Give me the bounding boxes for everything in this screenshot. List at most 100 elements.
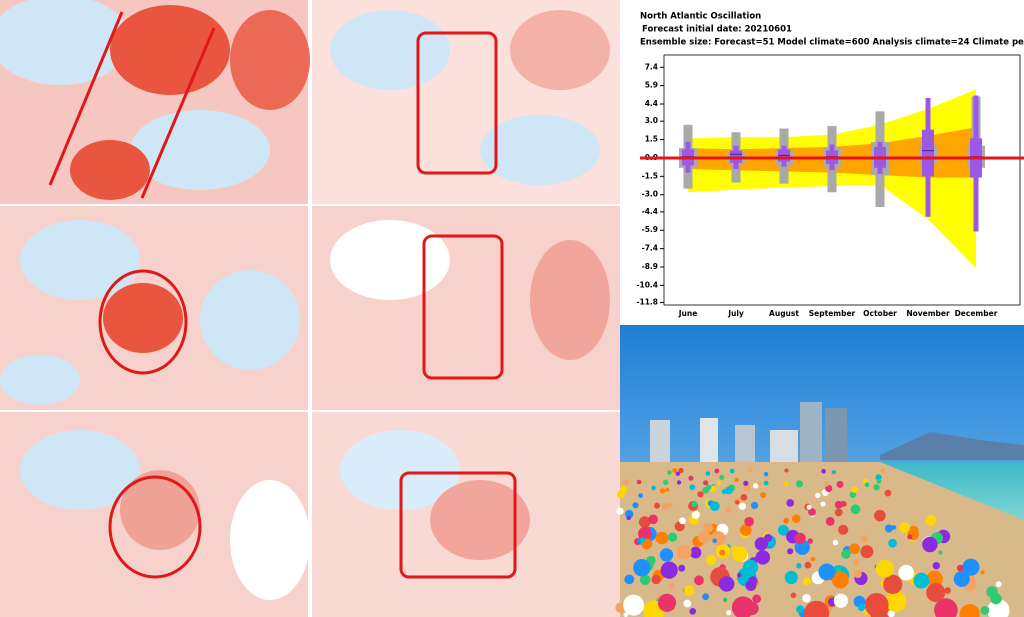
map <box>0 0 310 204</box>
umbrella <box>852 559 860 566</box>
umbrella <box>714 468 720 474</box>
y-tick-label: -11.8 <box>636 298 658 307</box>
umbrella <box>913 572 930 589</box>
chart-subtitle: Forecast initial date: 20210601 <box>642 25 792 35</box>
x-tick-label: September <box>809 309 856 318</box>
umbrella <box>833 593 849 608</box>
umbrella <box>620 485 628 493</box>
umbrella <box>678 467 684 474</box>
umbrella <box>710 485 717 492</box>
umbrella <box>783 517 790 524</box>
umbrella <box>753 483 759 489</box>
umbrella <box>841 549 851 559</box>
x-tick-label: October <box>863 309 897 318</box>
umbrella <box>922 536 938 553</box>
umbrella <box>712 538 717 543</box>
umbrella <box>697 491 704 498</box>
umbrella <box>834 508 843 517</box>
umbrella <box>880 468 886 473</box>
umbrella <box>791 514 801 523</box>
umbrella <box>725 486 733 495</box>
umbrella <box>703 522 713 533</box>
umbrella <box>932 562 940 570</box>
umbrella <box>884 524 893 533</box>
umbrella <box>705 471 711 476</box>
umbrella <box>755 550 770 565</box>
y-tick-label: -7.4 <box>642 244 658 253</box>
umbrella <box>657 593 677 612</box>
x-tick-label: November <box>906 309 950 318</box>
umbrella <box>874 509 886 522</box>
umbrella <box>663 479 669 485</box>
umbrella <box>683 599 692 608</box>
umbrella <box>689 484 696 491</box>
y-tick-label: 5.9 <box>645 81 658 90</box>
map <box>0 206 308 410</box>
map <box>312 412 620 617</box>
umbrella <box>884 489 892 497</box>
umbrella <box>702 593 709 601</box>
umbrella <box>659 488 666 494</box>
umbrella <box>691 510 700 519</box>
umbrella <box>980 606 990 615</box>
y-tick-label: 4.4 <box>645 99 658 108</box>
umbrella <box>986 586 998 598</box>
umbrella <box>808 508 816 516</box>
umbrella <box>956 564 964 572</box>
umbrella <box>639 574 651 586</box>
umbrella <box>648 514 658 525</box>
umbrella <box>810 556 816 562</box>
umbrella <box>860 535 868 543</box>
umbrella <box>625 509 634 519</box>
umbrella <box>898 564 914 581</box>
umbrella <box>995 581 1002 588</box>
umbrella <box>638 516 651 528</box>
umbrella <box>907 534 913 540</box>
umbrella <box>624 574 635 585</box>
umbrella <box>750 501 759 509</box>
forecast-box <box>922 129 934 177</box>
umbrella <box>836 480 844 488</box>
umbrella <box>719 475 725 480</box>
umbrella <box>790 592 797 599</box>
y-tick-label: -1.5 <box>642 171 658 180</box>
umbrella <box>849 491 857 499</box>
y-tick-label: -8.9 <box>642 262 658 271</box>
umbrella <box>796 605 804 614</box>
umbrella <box>748 467 753 473</box>
umbrella <box>938 550 943 555</box>
umbrella <box>806 504 812 510</box>
umbrella <box>740 494 748 501</box>
umbrella <box>689 608 696 615</box>
umbrella <box>796 480 803 488</box>
umbrella <box>721 489 727 495</box>
umbrella <box>980 570 985 575</box>
map <box>0 412 310 617</box>
x-tick-label: June <box>678 309 698 318</box>
umbrella <box>804 600 830 617</box>
umbrella <box>668 582 675 590</box>
umbrella <box>667 532 678 542</box>
umbrella <box>639 537 646 543</box>
umbrella <box>723 597 728 603</box>
y-tick-label: -3.0 <box>642 190 658 199</box>
umbrella <box>885 590 907 613</box>
umbrella <box>818 563 836 581</box>
x-tick-label: December <box>955 309 998 318</box>
map <box>312 206 620 410</box>
umbrella <box>703 480 709 486</box>
umbrella <box>783 481 789 487</box>
umbrella <box>887 609 895 617</box>
umbrella <box>899 522 910 533</box>
umbrella <box>864 482 870 488</box>
umbrella <box>825 517 835 526</box>
umbrella <box>820 501 826 507</box>
umbrella <box>757 481 762 486</box>
umbrella <box>626 515 631 521</box>
umbrella <box>711 531 726 546</box>
y-tick-label: -10.4 <box>636 280 658 289</box>
umbrella <box>675 471 680 476</box>
umbrella <box>926 583 946 602</box>
x-tick-label: August <box>769 309 799 318</box>
